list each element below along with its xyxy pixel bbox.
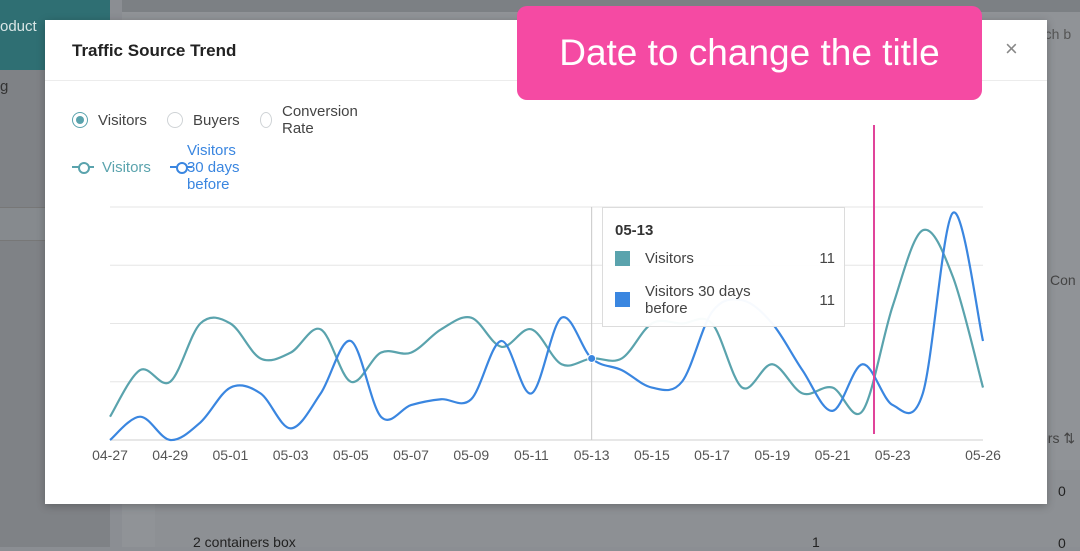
radio-buyers[interactable]: Buyers (167, 110, 240, 130)
x-tick-label: 05-26 (965, 447, 1001, 463)
legend-item-visitors-30-days[interactable]: Visitors 30 days before (170, 142, 249, 193)
radio-conversion-rate[interactable]: Conversion Rate (260, 103, 362, 137)
background-cell-value: 0 (1058, 535, 1066, 551)
radio-label: Visitors (98, 111, 147, 129)
x-tick-label: 05-11 (514, 447, 549, 463)
x-tick-label: 05-03 (273, 447, 309, 463)
x-tick-label: 05-05 (333, 447, 369, 463)
radio-label: Buyers (193, 111, 240, 129)
x-tick-label: 05-19 (754, 447, 790, 463)
background-cell-value: 0 (1058, 483, 1066, 499)
background-sort-header: ers ⇅ (1040, 430, 1076, 446)
tooltip-series-name: Visitors 30 days before (645, 283, 751, 317)
chart-tooltip: 05-13 Visitors 11 Visitors 30 days befor… (602, 207, 845, 327)
hover-point (587, 353, 597, 363)
radio-unchecked-icon (167, 112, 183, 128)
background-column-label: Con (1050, 272, 1076, 288)
traffic-trend-modal: Traffic Source Trend × Visitors Buyers C… (45, 20, 1047, 504)
highlight-marker-line (873, 125, 875, 434)
background-table-row-label: 2 containers box (193, 534, 296, 550)
x-tick-label: 05-13 (574, 447, 610, 463)
line-marker-icon (170, 161, 192, 174)
x-tick-label: 05-15 (634, 447, 670, 463)
radio-unchecked-icon (260, 112, 272, 128)
series-swatch (615, 292, 630, 307)
x-tick-label: 05-21 (815, 447, 851, 463)
series-line-visitors-30-days-before (109, 211, 985, 442)
sidebar-item-label: g (0, 78, 9, 95)
x-tick-label: 04-29 (152, 447, 188, 463)
x-tick-label: 05-09 (453, 447, 489, 463)
tooltip-date: 05-13 (615, 222, 654, 239)
sidebar-product-label: oduct (0, 18, 37, 35)
radio-label: Conversion Rate (282, 103, 358, 137)
background-search-hint: rch b (1040, 26, 1072, 42)
tooltip-series-value: 11 (819, 292, 835, 309)
radio-checked-icon (72, 112, 88, 128)
radio-visitors[interactable]: Visitors (72, 110, 147, 130)
background-table-row-value: 1 (812, 534, 820, 550)
tooltip-series-name: Visitors (645, 250, 694, 267)
x-tick-label: 05-01 (213, 447, 249, 463)
series-swatch (615, 251, 630, 266)
x-tick-label: 05-07 (393, 447, 429, 463)
close-icon[interactable]: × (1005, 36, 1018, 61)
x-tick-label: 04-27 (92, 447, 128, 463)
annotation-callout: Date to change the title (517, 6, 982, 100)
legend-label: Visitors (102, 158, 151, 176)
legend-item-visitors[interactable]: Visitors (72, 157, 151, 177)
modal-title: Traffic Source Trend (72, 41, 237, 60)
x-tick-label: 05-23 (875, 447, 911, 463)
series-line-visitors (109, 228, 985, 418)
line-marker-icon (72, 161, 94, 174)
line-chart: 04-27 04-29 05-01 05-03 05-05 05-07 05-09 05-11… (92, 206, 1001, 463)
x-tick-label: 05-17 (694, 447, 730, 463)
legend-label: Visitors 30 days before (186, 141, 240, 193)
tooltip-series-value: 11 (819, 250, 835, 267)
